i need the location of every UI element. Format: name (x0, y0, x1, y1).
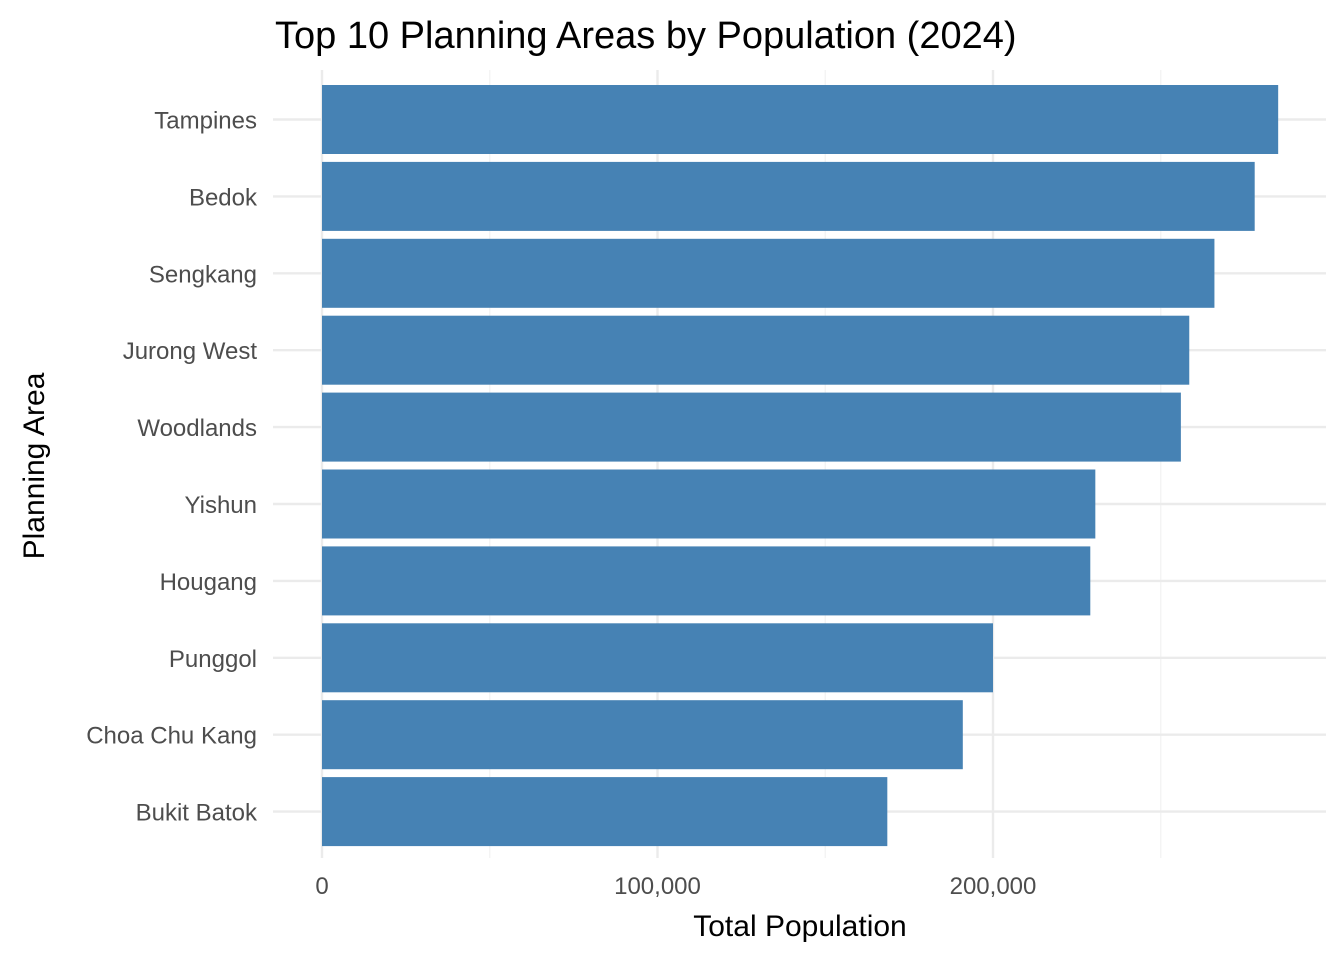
y-tick-label: Jurong West (123, 338, 258, 365)
y-tick-label: Bedok (189, 184, 258, 211)
bar-yishun (322, 469, 1096, 539)
y-tick-label: Punggol (169, 646, 257, 673)
y-tick-label: Yishun (185, 492, 258, 519)
bar-hougang (322, 546, 1091, 616)
y-tick-label: Woodlands (137, 415, 257, 442)
bar-bedok (322, 161, 1255, 231)
x-tick-label: 100,000 (614, 873, 701, 900)
y-tick-label: Choa Chu Kang (86, 723, 257, 750)
y-axis-title: Planning Area (18, 372, 51, 559)
x-tick-label: 200,000 (950, 873, 1037, 900)
y-tick-label: Tampines (154, 108, 257, 135)
bar-punggol (322, 623, 993, 693)
chart-title: Top 10 Planning Areas by Population (202… (275, 15, 1017, 57)
bar-jurong-west (322, 315, 1190, 385)
bar-woodlands (322, 392, 1181, 462)
y-tick-label: Hougang (160, 569, 257, 596)
bar-sengkang (322, 238, 1215, 308)
bar-tampines (322, 85, 1279, 154)
bar-bukit-batok (322, 777, 888, 847)
y-tick-label: Sengkang (149, 261, 257, 288)
x-tick-label: 0 (315, 873, 328, 900)
x-axis-title: Total Population (693, 910, 907, 943)
bars (322, 85, 1279, 847)
bar-choa-chu-kang (322, 700, 963, 770)
y-tick-label: Bukit Batok (136, 800, 258, 827)
x-tick-labels: 0 100,000 200,000 (315, 873, 1036, 900)
y-tick-labels: Tampines Bedok Sengkang Jurong West Woodland… (86, 108, 258, 827)
